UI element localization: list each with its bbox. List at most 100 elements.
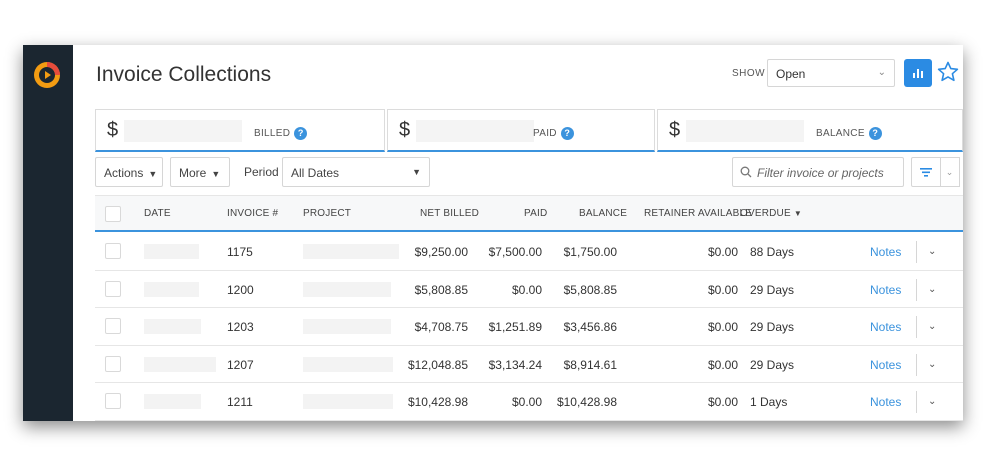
star-outline-icon[interactable] [936,60,960,84]
filter-icon [920,168,932,177]
expand-chevron-icon[interactable]: ⌄ [928,283,937,295]
search-icon [740,166,752,178]
billed-card: $ BILLED? [95,109,385,152]
actions-label: Actions [104,166,144,180]
sidebar [23,45,73,421]
project-placeholder [303,394,393,409]
chart-view-button[interactable] [904,59,932,87]
more-dropdown[interactable]: More ▼ [170,157,230,187]
table-row[interactable]: 1203 $4,708.75 $1,251.89 $3,456.86 $0.00… [95,308,963,346]
balance-value: $10,428.98 [556,395,617,409]
bar-chart-icon [913,69,923,78]
notes-link[interactable]: Notes [870,395,902,409]
help-icon[interactable]: ? [294,127,308,140]
divider [916,278,917,301]
select-all-checkbox[interactable] [105,206,121,222]
net-billed-value: $10,428.98 [407,395,468,409]
divider [916,391,917,413]
show-select[interactable]: Open ⌄ [767,59,895,87]
date-placeholder [144,319,201,334]
notes-link[interactable]: Notes [870,320,902,334]
table-row[interactable]: 1175 $9,250.00 $7,500.00 $1,750.00 $0.00… [95,233,963,271]
notes-link[interactable]: Notes [870,245,902,259]
header-overdue[interactable]: OVERDUE ▼ [740,208,802,219]
app-window: Invoice Collections SHOW Open ⌄ $ BILLED… [23,45,963,421]
help-icon[interactable]: ? [868,127,882,140]
header-overdue-text: OVERDUE [740,208,791,219]
header-date[interactable]: DATE [144,208,171,219]
actions-dropdown[interactable]: Actions ▼ [95,157,163,187]
paid-value: $1,251.89 [488,320,542,334]
header-paid[interactable]: PAID [524,208,548,219]
expand-chevron-icon[interactable]: ⌄ [928,246,937,257]
filter-input[interactable]: Filter invoice or projects [732,157,904,187]
notes-link[interactable]: Notes [870,357,902,372]
play-logo-icon[interactable] [32,60,62,90]
retainer-value: $0.00 [707,395,738,409]
table-row[interactable]: 1207 $12,048.85 $3,134.24 $8,914.61 $0.0… [95,346,963,383]
more-label: More [179,166,207,180]
project-placeholder [303,319,391,334]
paid-card: $ PAID? [387,109,655,152]
expand-chevron-icon[interactable]: ⌄ [928,396,937,407]
period-select[interactable]: All Dates ▼ [282,157,430,187]
balance-label: BALANCE? [816,127,882,140]
row-checkbox[interactable] [105,243,121,259]
header-project[interactable]: PROJECT [303,208,352,219]
overdue-value: 88 Days [750,245,795,259]
row-checkbox[interactable] [105,318,121,334]
header-net-billed[interactable]: NET BILLED [420,208,480,219]
invoice-number[interactable]: 1175 [227,245,253,259]
row-checkbox[interactable] [105,393,121,409]
invoice-number[interactable]: 1200 [227,282,254,297]
table-row[interactable]: 1211 $10,428.98 $0.00 $10,428.98 $0.00 1… [95,383,963,421]
billed-label: BILLED? [254,127,308,140]
header-retainer-available[interactable]: RETAINER AVAILABLE [644,208,753,219]
retainer-value: $0.00 [707,357,738,372]
overdue-value: 1 Days [750,395,788,409]
toolbar: Actions ▼ More ▼ Period All Dates ▼ Filter… [95,157,963,191]
chevron-down-icon: ⌄ [877,67,886,78]
main-content: Invoice Collections SHOW Open ⌄ $ BILLED… [73,45,963,421]
filter-button[interactable] [911,157,941,187]
project-placeholder [303,244,399,259]
expand-chevron-icon[interactable]: ⌄ [928,358,937,370]
date-placeholder [144,281,199,297]
paid-label: PAID? [533,127,574,140]
divider [916,316,917,338]
table-header: DATE INVOICE # PROJECT NET BILLED PAID B… [95,195,963,232]
currency-symbol: $ [107,119,119,141]
balance-label-text: BALANCE [816,128,865,140]
table-row[interactable]: 1200 $5,808.85 $0.00 $5,808.85 $0.00 29 … [95,271,963,308]
paid-value: $0.00 [511,395,542,409]
filter-placeholder: Filter invoice or projects [757,166,884,180]
overdue-value: 29 Days [750,282,795,297]
row-checkbox[interactable] [105,355,121,372]
date-placeholder [144,356,216,372]
help-icon[interactable]: ? [560,127,574,140]
chevron-down-icon: ▼ [148,169,158,179]
paid-value-placeholder [416,120,534,142]
retainer-value: $0.00 [707,320,738,334]
header-balance[interactable]: BALANCE [579,208,628,219]
balance-value: $8,914.61 [563,357,617,372]
chevron-down-icon: ▼ [412,167,421,177]
sort-chevron-icon: ▼ [793,209,802,218]
chevron-down-icon: ▼ [211,169,221,179]
paid-label-text: PAID [533,128,557,140]
expand-chevron-icon[interactable]: ⌄ [928,321,937,332]
invoice-number[interactable]: 1211 [227,395,253,409]
project-placeholder [303,356,393,372]
show-select-value: Open [776,67,806,81]
net-billed-value: $4,708.75 [414,320,468,334]
balance-value: $1,750.00 [563,245,617,259]
overdue-value: 29 Days [750,320,795,334]
overdue-value: 29 Days [750,357,795,372]
header-invoice[interactable]: INVOICE # [227,208,279,219]
notes-link[interactable]: Notes [870,282,902,297]
row-checkbox[interactable] [105,280,121,297]
invoice-number[interactable]: 1207 [227,357,254,372]
retainer-value: $0.00 [707,245,738,259]
invoice-number[interactable]: 1203 [227,320,254,334]
filter-options-chevron-icon[interactable]: ⌄ [940,157,960,187]
